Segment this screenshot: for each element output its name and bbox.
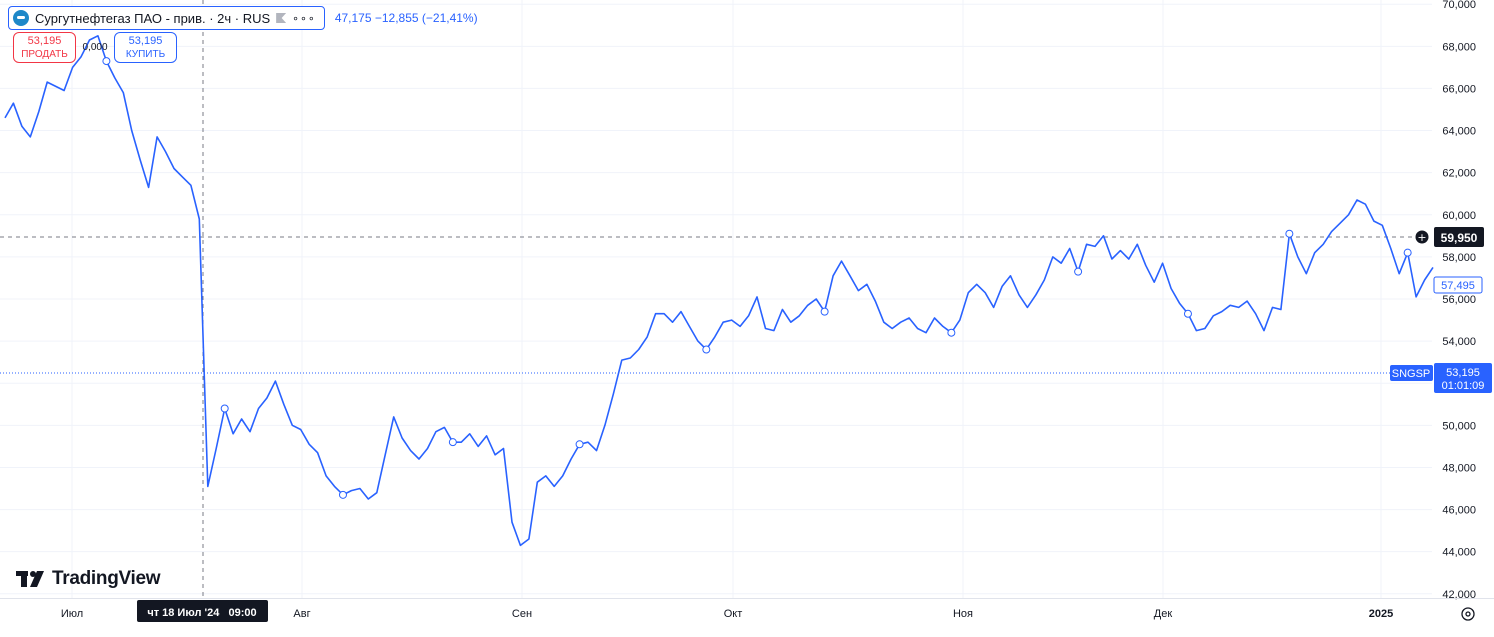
event-marker[interactable]	[220, 404, 229, 413]
buy-price: 53,195	[128, 34, 163, 47]
ticker-price-tag: SNGSP 53,195 01:01:09	[1390, 363, 1492, 393]
spread-value: 0,000	[82, 42, 108, 53]
sell-button[interactable]: 53,195 ПРОДАТЬ	[13, 32, 76, 63]
y-tick-label: 44,000	[1442, 547, 1476, 559]
y-tick-label: 50,000	[1442, 420, 1476, 432]
y-tick-label: 62,000	[1442, 168, 1476, 180]
y-tick-label: 70,000	[1442, 0, 1476, 11]
tradingview-logo-icon	[16, 571, 44, 587]
last-price-tag: 57,495	[1433, 276, 1483, 294]
countdown-label: 01:01:09	[1442, 380, 1485, 392]
watermark-text: TradingView	[52, 568, 161, 589]
axis-settings-icon[interactable]	[1461, 607, 1475, 621]
y-tick-label: 48,000	[1442, 462, 1476, 474]
event-marker[interactable]	[1074, 267, 1083, 276]
event-marker[interactable]	[820, 307, 829, 316]
event-markers[interactable]	[102, 57, 1412, 499]
more-dots-icon[interactable]: ∘∘∘	[292, 12, 316, 25]
event-marker[interactable]	[1285, 229, 1294, 238]
crosshair	[0, 0, 1432, 598]
crosshair-price-tag: + 59,950	[1414, 227, 1484, 247]
event-marker[interactable]	[102, 57, 111, 66]
crosshair-price-label: 59,950	[1441, 231, 1478, 245]
x-tick-label: 2025	[1369, 608, 1393, 620]
x-tick-label: Окт	[724, 608, 743, 620]
event-marker[interactable]	[338, 490, 347, 499]
symbol-title: Сургутнефтегаз ПАО - прив. · 2ч · RUS	[35, 10, 271, 26]
y-tick-label: 68,000	[1442, 41, 1476, 53]
flag-icon[interactable]	[276, 13, 287, 23]
crosshair-time-tag: чт 18 Июл '24 09:00	[137, 600, 268, 622]
event-marker[interactable]	[575, 440, 584, 449]
series-layer	[4, 35, 1434, 547]
x-tick-label: Сен	[512, 608, 532, 620]
tradingview-watermark[interactable]: TradingView	[16, 568, 161, 590]
sell-price: 53,195	[27, 34, 62, 47]
symbol-selector[interactable]: Сургутнефтегаз ПАО - прив. · 2ч · RUS ∘∘…	[8, 6, 325, 30]
x-tick-label: Июл	[61, 608, 83, 620]
event-marker[interactable]	[1403, 248, 1412, 257]
x-tick-label: Дек	[1154, 608, 1173, 620]
last-price-label: 57,495	[1441, 280, 1475, 292]
y-tick-label: 42,000	[1442, 589, 1476, 601]
symbol-legend: Сургутнефтегаз ПАО - прив. · 2ч · RUS ∘∘…	[8, 6, 478, 30]
ticker-price-label: 53,195	[1446, 367, 1480, 379]
price-change: 47,175 −12,855 (−21,41%)	[334, 11, 478, 25]
event-marker[interactable]	[1183, 309, 1192, 318]
sngs-logo-icon	[13, 10, 29, 26]
x-tick-label: Авг	[293, 608, 310, 620]
x-tick-label: Ноя	[953, 608, 973, 620]
price-line	[4, 35, 1434, 547]
event-marker[interactable]	[947, 328, 956, 337]
plus-glyph: +	[1417, 231, 1426, 244]
sell-label: ПРОДАТЬ	[21, 48, 68, 60]
ticker-label: SNGSP	[1392, 368, 1431, 380]
buy-label: КУПИТЬ	[125, 48, 166, 60]
buy-button[interactable]: 53,195 КУПИТЬ	[114, 32, 177, 63]
y-tick-label: 46,000	[1442, 505, 1476, 517]
y-tick-label: 58,000	[1442, 252, 1476, 264]
y-tick-label: 60,000	[1442, 210, 1476, 222]
grid	[0, 0, 1432, 598]
add-alert-icon[interactable]	[1414, 229, 1430, 245]
event-marker[interactable]	[702, 345, 711, 354]
y-tick-label: 64,000	[1442, 126, 1476, 138]
crosshair-price-bg	[1434, 227, 1484, 247]
event-marker[interactable]	[448, 438, 457, 447]
y-tick-label: 66,000	[1442, 83, 1476, 95]
y-tick-label: 54,000	[1442, 336, 1476, 348]
trade-panel: 53,195 ПРОДАТЬ 0,000 53,195 КУПИТЬ	[13, 32, 177, 63]
crosshair-time-label: чт 18 Июл '24 09:00	[147, 607, 256, 619]
axes: 42,00044,00046,00048,00050,00052,00054,0…	[0, 0, 1494, 620]
y-tick-label: 56,000	[1442, 294, 1476, 306]
